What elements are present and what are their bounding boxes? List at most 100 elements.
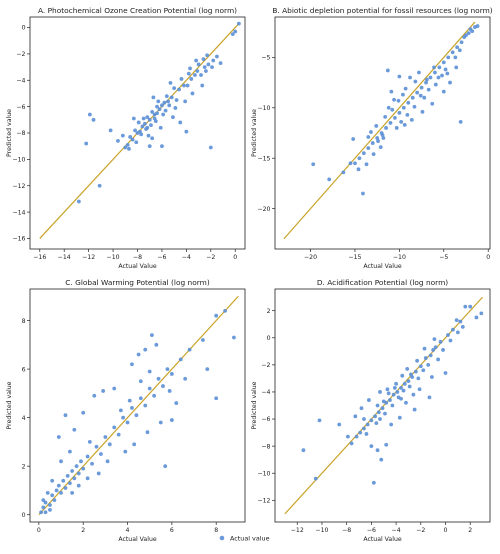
panel-b-point-35 [399,120,404,124]
panel-a-point-29 [133,128,137,133]
panel-d-point-15 [402,381,407,386]
panel-c-point-0 [39,510,43,515]
panel-c-point-61 [56,435,61,439]
panel-d-xtick-label-0: −12 [291,527,304,534]
panel-c-point-35 [156,376,161,381]
panel-b-point-28 [348,161,353,166]
panel-c-point-23 [103,435,108,439]
panel-a-point-55 [200,83,205,88]
panel-a-point-84 [155,111,159,116]
panel-c-point-2 [43,500,48,505]
panel-c-fit-line [38,295,239,516]
panel-a-point-48 [146,133,151,138]
panel-c-point-31 [138,396,143,401]
panel-a-point-45 [218,61,223,66]
panel-c-point-69 [59,459,63,464]
panel-c-point-1 [41,505,46,510]
panel-d-point-18 [391,392,396,397]
panel-d-point-30 [407,384,412,389]
panel-a-point-83 [145,125,150,130]
panel-d-point-52 [369,444,374,449]
panel-a-xtick-label-2: −12 [82,254,95,261]
panel-a-ytick-label-4: −8 [16,130,25,137]
panel-b-point-68 [371,152,376,157]
panel-a-point-25 [142,121,147,126]
panel-a-point-67 [208,145,213,150]
panel-c-point-51 [154,342,159,347]
panel-b-xtick-label-2: −10 [393,254,406,261]
panel-a-point-36 [149,123,153,127]
panel-d-point-34 [386,391,391,396]
panel-a-point-66 [76,199,81,204]
panel-a-point-76 [188,66,192,71]
panel-c-point-38 [169,372,174,376]
panel-b-point-37 [381,136,386,140]
panel-c-point-68 [50,478,55,483]
panel-b-point-78 [441,89,446,94]
panel-b-point-60 [378,145,383,150]
panel-a-ytick-label-8: 0 [22,25,26,32]
panel-c-point-57 [92,393,97,398]
panel-a-point-2 [233,29,238,34]
panel-a-point-7 [201,57,206,62]
panel-d-ytick-label-6: 0 [267,335,271,342]
panel-d-xtick-label-4: −4 [392,527,401,534]
panel-d-ytick-label-0: −12 [257,498,270,505]
panel-d-point-57 [362,417,366,421]
panel-c-ytick-label-3: 6 [22,366,26,373]
panel-b-point-20 [384,126,388,130]
panel-c-point-39 [178,357,183,362]
panel-a-xtick-label-5: −6 [157,254,166,261]
panel-a-point-44 [210,65,214,69]
panel-c-point-46 [205,367,210,371]
panel-a-point-63 [87,112,92,117]
panel-c-xlabel: Actual Value [118,536,157,543]
panel-d-point-60 [317,418,322,423]
panel-d-point-69 [404,400,408,405]
panel-a-xtick-label-8: 0 [233,254,237,261]
panel-b-point-59 [458,120,463,124]
panel-b: B. Abiotic depletion potential for fossi… [251,6,493,270]
panel-b-point-72 [401,92,405,97]
panel-b-point-10 [428,75,433,80]
panel-c-point-44 [232,335,236,340]
panel-d-point-33 [392,385,397,390]
panel-d-xtick-label-6: 0 [444,527,448,534]
panel-d-point-44 [427,395,432,400]
panel-d-point-43 [443,371,448,375]
panel-a-point-17 [162,100,167,105]
panel-d-point-14 [406,379,411,384]
panel-b-xlabel: Actual Value [363,263,402,270]
panel-c-point-34 [152,393,157,398]
panel-b-point-49 [475,24,480,28]
panel-b-point-31 [417,70,421,75]
panel-d-point-21 [380,406,385,411]
panel-c-point-7 [56,483,61,488]
panel-d-point-68 [374,421,379,426]
panel-c-point-11 [65,473,70,478]
panel-d-point-4 [458,319,463,324]
panel-b-point-50 [385,68,390,73]
panel-d-point-10 [423,356,428,360]
panel-b-point-64 [311,162,316,167]
panel-d-point-1 [474,315,479,320]
panel-c-point-79 [147,369,152,374]
panel-b-point-57 [448,80,452,85]
panel-d-point-80 [415,358,419,363]
panel-d-ylabel: Predicted value [251,381,258,429]
panel-b-point-14 [410,95,415,100]
panel-b-point-11 [424,80,428,85]
panel-b-point-47 [466,31,471,36]
panel-b-point-53 [409,117,414,122]
panel-d-point-35 [381,399,386,404]
panel-d-xtick-label-2: −8 [342,527,351,534]
panel-b-point-6 [446,55,451,60]
panel-d-point-64 [405,367,410,371]
panel-a-point-16 [166,99,170,104]
panel-b-point-26 [357,156,362,161]
panel-a-point-40 [185,83,190,88]
panel-b-point-32 [403,86,408,91]
panel-a-point-54 [190,91,195,96]
panel-a-point-42 [199,73,203,77]
